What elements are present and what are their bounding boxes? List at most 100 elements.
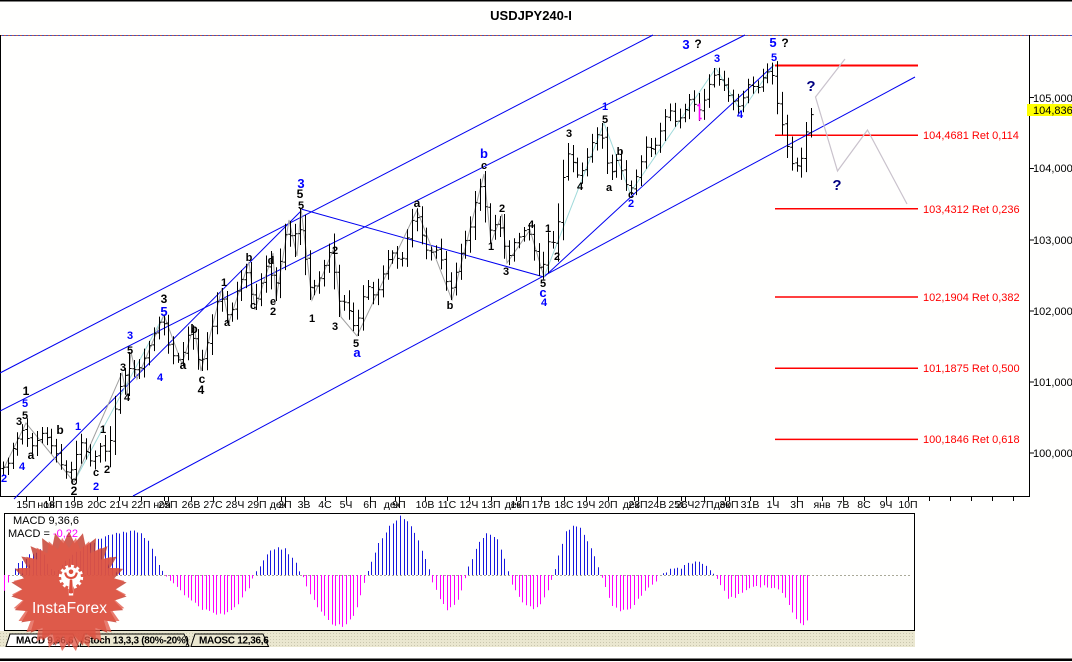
svg-text:5: 5 xyxy=(771,52,777,64)
svg-text:b: b xyxy=(190,322,197,336)
svg-text:10П: 10П xyxy=(898,499,917,511)
svg-text:5: 5 xyxy=(127,345,133,357)
svg-text:c: c xyxy=(93,467,99,479)
svg-text:?: ? xyxy=(806,78,815,95)
svg-text:101,1875 Ret 0,500: 101,1875 Ret 0,500 xyxy=(923,363,1020,375)
svg-text:c: c xyxy=(250,300,256,312)
svg-text:3: 3 xyxy=(682,37,689,52)
svg-text:b: b xyxy=(447,300,454,312)
svg-text:2: 2 xyxy=(93,481,99,493)
svg-text:?: ? xyxy=(694,37,701,51)
svg-text:a: a xyxy=(224,317,231,329)
svg-text:28Ч: 28Ч xyxy=(226,499,245,511)
svg-text:Stoch 13,3,3 (80%-20%): Stoch 13,3,3 (80%-20%) xyxy=(84,636,189,647)
svg-text:5: 5 xyxy=(353,338,359,350)
svg-text:2: 2 xyxy=(71,484,78,498)
svg-text:5: 5 xyxy=(540,278,546,290)
svg-text:3: 3 xyxy=(714,53,720,65)
svg-text:4: 4 xyxy=(19,461,26,473)
svg-text:18С: 18С xyxy=(554,499,574,511)
svg-text:100,1846 Ret 0,618: 100,1846 Ret 0,618 xyxy=(923,434,1020,446)
svg-text:e: e xyxy=(270,296,276,308)
svg-text:8С: 8С xyxy=(857,499,871,511)
svg-text:9П: 9П xyxy=(392,499,405,511)
svg-text:102,000: 102,000 xyxy=(1033,306,1072,318)
svg-text:d: d xyxy=(268,255,275,267)
svg-text:c: c xyxy=(481,160,487,172)
svg-text:27С: 27С xyxy=(203,499,223,511)
svg-text:?: ? xyxy=(832,177,841,194)
svg-text:27П: 27П xyxy=(694,499,713,511)
svg-text:1: 1 xyxy=(75,421,81,433)
svg-text:2: 2 xyxy=(554,251,560,263)
svg-text:4: 4 xyxy=(198,383,205,397)
svg-text:2: 2 xyxy=(270,306,276,318)
svg-text:4: 4 xyxy=(157,372,164,384)
svg-text:InstaForex: InstaForex xyxy=(32,600,107,617)
svg-text:1: 1 xyxy=(309,313,315,325)
svg-text:12Ч: 12Ч xyxy=(460,499,479,511)
svg-text:25П: 25П xyxy=(158,499,177,511)
svg-text:дек: дек xyxy=(505,499,522,511)
svg-text:103,000: 103,000 xyxy=(1033,235,1072,247)
svg-text:c: c xyxy=(539,285,546,300)
svg-text:103,4312 Ret 0,236: 103,4312 Ret 0,236 xyxy=(923,204,1020,216)
svg-text:a: a xyxy=(180,358,187,372)
svg-text:20С: 20С xyxy=(87,499,107,511)
svg-text:MACD = -0,22: MACD = -0,22 xyxy=(8,528,78,540)
svg-text:4: 4 xyxy=(541,297,548,309)
svg-text:3: 3 xyxy=(127,330,133,342)
svg-text:4: 4 xyxy=(737,109,744,121)
svg-text:25С: 25С xyxy=(668,499,688,511)
svg-text:5Ч: 5Ч xyxy=(340,499,353,511)
svg-text:1: 1 xyxy=(221,277,227,289)
svg-text:100,000: 100,000 xyxy=(1033,448,1072,460)
svg-text:9Ч: 9Ч xyxy=(880,499,893,511)
svg-text:5: 5 xyxy=(160,304,167,319)
svg-text:19В: 19В xyxy=(65,499,84,511)
svg-text:104,836: 104,836 xyxy=(1033,105,1072,117)
svg-text:5: 5 xyxy=(602,114,608,126)
svg-text:16П: 16П xyxy=(510,499,529,511)
svg-text:31В: 31В xyxy=(741,499,760,511)
svg-text:c: c xyxy=(71,474,78,488)
svg-text:1Ч: 1Ч xyxy=(767,499,780,511)
svg-text:22П: 22П xyxy=(131,499,150,511)
svg-text:13П: 13П xyxy=(481,499,500,511)
svg-text:4: 4 xyxy=(124,392,131,404)
svg-text:b: b xyxy=(617,146,624,158)
svg-text:5: 5 xyxy=(769,35,776,50)
svg-text:4: 4 xyxy=(577,181,584,193)
svg-text:19Ч: 19Ч xyxy=(577,499,596,511)
svg-text:21Ч: 21Ч xyxy=(110,499,129,511)
svg-text:дек: дек xyxy=(384,499,401,511)
svg-text:2: 2 xyxy=(1,473,7,485)
svg-text:MAOSC 12,36,6: MAOSC 12,36,6 xyxy=(199,636,269,647)
svg-text:1: 1 xyxy=(23,384,30,398)
svg-text:1: 1 xyxy=(100,424,106,436)
svg-text:дек: дек xyxy=(270,499,287,511)
svg-text:26Ч: 26Ч xyxy=(676,499,695,511)
svg-text:1: 1 xyxy=(488,241,494,253)
svg-text:3В: 3В xyxy=(298,499,311,511)
svg-text:5: 5 xyxy=(298,200,304,212)
svg-text:MACD 9,36,6: MACD 9,36,6 xyxy=(13,515,79,527)
svg-text:2П: 2П xyxy=(278,499,291,511)
svg-text:1: 1 xyxy=(602,101,608,113)
svg-text:3П: 3П xyxy=(790,499,803,511)
svg-text:USDJPY240-I: USDJPY240-I xyxy=(490,8,572,23)
svg-text:2: 2 xyxy=(628,198,634,210)
svg-text:b: b xyxy=(246,252,253,264)
svg-text:104,4681 Ret 0,114: 104,4681 Ret 0,114 xyxy=(923,130,1019,142)
svg-text:2: 2 xyxy=(499,203,505,215)
svg-text:b: b xyxy=(480,146,488,161)
svg-text:c: c xyxy=(628,189,634,201)
svg-text:20П: 20П xyxy=(598,499,617,511)
svg-text:7В: 7В xyxy=(837,499,850,511)
svg-text:3: 3 xyxy=(503,266,509,278)
svg-text:30П: 30П xyxy=(719,499,738,511)
svg-text:23П: 23П xyxy=(628,499,647,511)
svg-text:?: ? xyxy=(781,36,788,50)
svg-text:c: c xyxy=(199,372,206,386)
svg-text:a: a xyxy=(414,196,421,210)
